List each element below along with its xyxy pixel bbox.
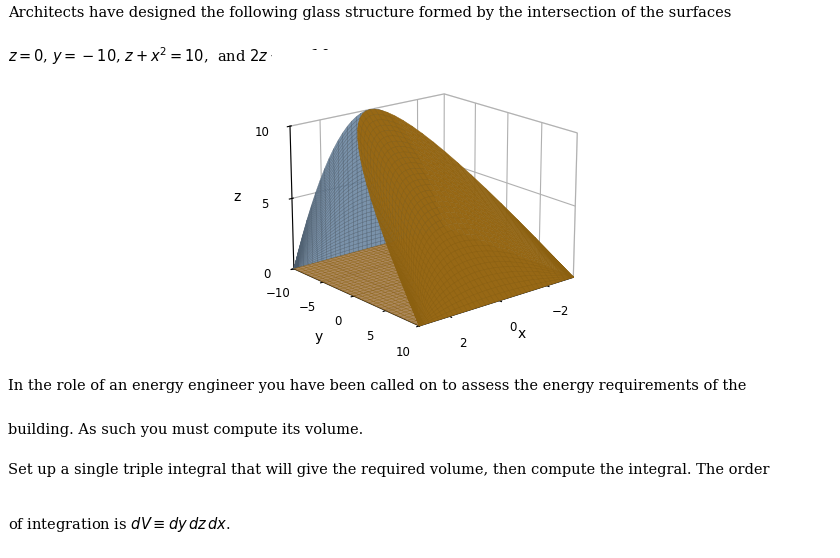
X-axis label: x: x: [517, 327, 526, 341]
Text: building. As such you must compute its volume.: building. As such you must compute its v…: [8, 423, 364, 437]
Text: Architects have designed the following glass structure formed by the intersectio: Architects have designed the following g…: [8, 6, 732, 20]
Text: of integration is $dV \equiv dy\,dz\,dx$.: of integration is $dV \equiv dy\,dz\,dx$…: [8, 515, 231, 534]
Text: In the role of an energy engineer you have been called on to assess the energy r: In the role of an energy engineer you ha…: [8, 379, 747, 393]
Y-axis label: y: y: [315, 330, 323, 344]
Text: Set up a single triple integral that will give the required volume, then compute: Set up a single triple integral that wil…: [8, 463, 770, 477]
Text: $z = 0$, $y = -10$, $z + x^2 = 10$,  and $2z + y = 10$.: $z = 0$, $y = -10$, $z + x^2 = 10$, and …: [8, 45, 335, 67]
